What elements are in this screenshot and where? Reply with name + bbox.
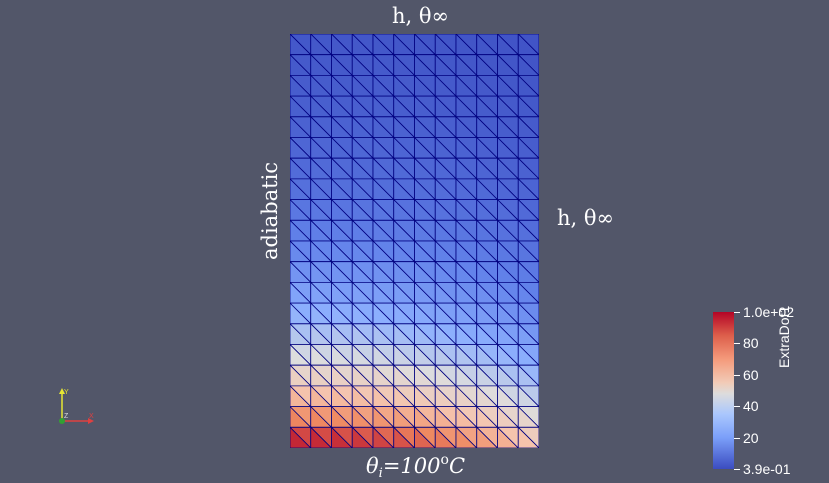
colorbar-tick — [734, 469, 740, 470]
colorbar-title: ExtraDof1 — [776, 306, 792, 368]
orientation-axes-icon: Y X Z — [50, 384, 100, 429]
bottom-boundary-label: θi=100oC — [366, 452, 465, 481]
left-boundary-label: adiabatic — [258, 180, 282, 260]
right-boundary-label: h, θ∞ — [557, 206, 614, 230]
temperature-field-mesh[interactable] — [290, 34, 539, 448]
colorbar-tick-label: 80 — [743, 336, 759, 350]
y-axis-label: Y — [64, 389, 69, 396]
colorbar-gradient — [713, 312, 734, 469]
colorbar-tick — [734, 406, 740, 407]
z-axis-label: Z — [64, 413, 69, 420]
colorbar-tick — [734, 343, 740, 344]
degree-superscript: o — [441, 452, 449, 468]
colorbar-tick — [734, 438, 740, 439]
colorbar-tick-label: 40 — [743, 399, 759, 413]
colorbar-tick — [734, 312, 740, 313]
temperature-value: =100 — [383, 454, 441, 478]
colorbar-tick-label: 3.9e-01 — [743, 462, 790, 476]
x-axis-label: X — [89, 413, 94, 420]
temperature-unit: C — [449, 454, 465, 478]
theta-symbol: θ — [366, 454, 379, 478]
colorbar-tick-label: 60 — [743, 368, 759, 382]
colorbar-tick — [734, 375, 740, 376]
top-boundary-label: h, θ∞ — [392, 4, 449, 28]
colorbar-tick-label: 20 — [743, 431, 759, 445]
